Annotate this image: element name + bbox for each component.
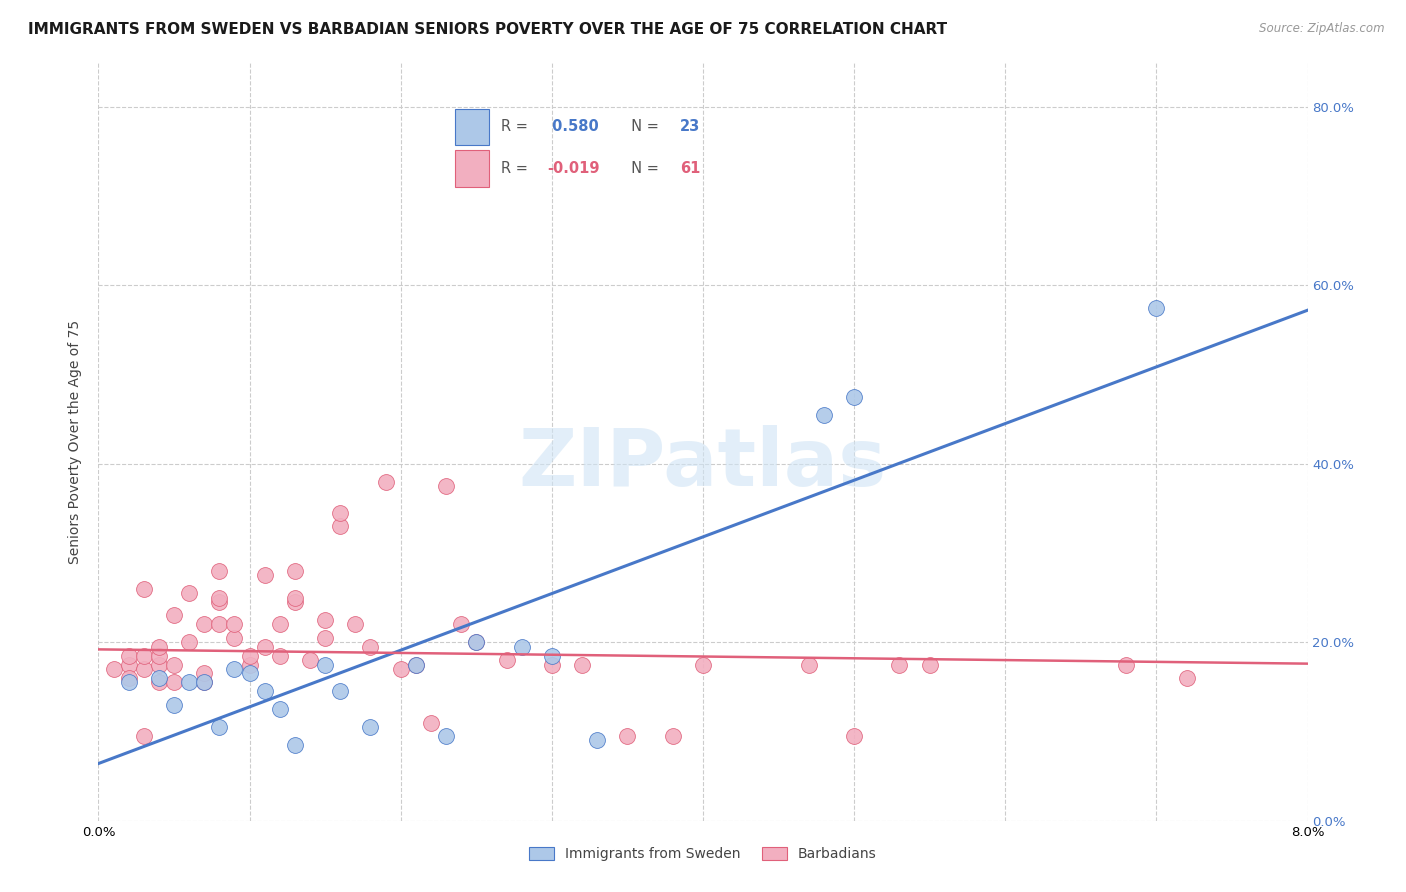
Point — [239, 666, 262, 681]
Legend: Immigrants from Sweden, Barbadians: Immigrants from Sweden, Barbadians — [524, 842, 882, 867]
Point — [132, 582, 155, 596]
Point — [918, 657, 941, 672]
Point — [118, 671, 141, 685]
Point — [103, 662, 125, 676]
Text: 0.580: 0.580 — [547, 120, 599, 135]
Point — [148, 657, 170, 672]
Point — [465, 635, 488, 649]
Point — [284, 738, 307, 752]
Point — [495, 653, 517, 667]
Point — [329, 684, 352, 698]
Text: N =: N = — [621, 120, 664, 135]
Text: Source: ZipAtlas.com: Source: ZipAtlas.com — [1260, 22, 1385, 36]
Text: IMMIGRANTS FROM SWEDEN VS BARBADIAN SENIORS POVERTY OVER THE AGE OF 75 CORRELATI: IMMIGRANTS FROM SWEDEN VS BARBADIAN SENI… — [28, 22, 948, 37]
Point — [163, 698, 186, 712]
Point — [179, 586, 201, 600]
Point — [405, 657, 427, 672]
Text: N =: N = — [621, 161, 664, 176]
Point — [148, 675, 170, 690]
Point — [616, 729, 638, 743]
Point — [284, 595, 307, 609]
Text: R =: R = — [501, 161, 533, 176]
Point — [269, 648, 291, 663]
Point — [434, 729, 457, 743]
Point — [1175, 671, 1198, 685]
Point — [193, 666, 215, 681]
Point — [813, 408, 835, 422]
Point — [314, 613, 336, 627]
Point — [224, 631, 246, 645]
FancyBboxPatch shape — [456, 109, 489, 145]
Point — [661, 729, 683, 743]
Point — [208, 564, 231, 578]
Point — [314, 631, 336, 645]
Point — [208, 617, 231, 632]
Point — [179, 635, 201, 649]
Text: 61: 61 — [681, 161, 700, 176]
Text: 23: 23 — [681, 120, 700, 135]
Point — [163, 657, 186, 672]
Point — [132, 662, 155, 676]
Point — [465, 635, 488, 649]
Point — [163, 675, 186, 690]
Point — [224, 662, 246, 676]
Point — [420, 715, 443, 730]
Point — [253, 684, 276, 698]
Point — [889, 657, 911, 672]
Point — [329, 519, 352, 533]
Text: -0.019: -0.019 — [547, 161, 599, 176]
Point — [299, 653, 322, 667]
Point — [118, 675, 141, 690]
Point — [510, 640, 533, 654]
Point — [844, 729, 866, 743]
Point — [118, 657, 141, 672]
Point — [269, 702, 291, 716]
Point — [434, 479, 457, 493]
Point — [1146, 301, 1168, 315]
Point — [193, 675, 215, 690]
Point — [540, 648, 562, 663]
Point — [193, 617, 215, 632]
Point — [179, 675, 201, 690]
Point — [148, 648, 170, 663]
Point — [208, 591, 231, 605]
Point — [193, 675, 215, 690]
Point — [148, 640, 170, 654]
Point — [132, 729, 155, 743]
Point — [314, 657, 336, 672]
Point — [118, 648, 141, 663]
Text: R =: R = — [501, 120, 533, 135]
Point — [239, 657, 262, 672]
Point — [208, 595, 231, 609]
Point — [253, 640, 276, 654]
Point — [284, 564, 307, 578]
Point — [692, 657, 714, 672]
Point — [269, 617, 291, 632]
Point — [344, 617, 367, 632]
Point — [239, 648, 262, 663]
Point — [540, 657, 562, 672]
Point — [329, 506, 352, 520]
Point — [208, 720, 231, 734]
Point — [163, 608, 186, 623]
Point — [797, 657, 820, 672]
Point — [284, 591, 307, 605]
Point — [586, 733, 609, 747]
Point — [253, 568, 276, 582]
Text: ZIPatlas: ZIPatlas — [519, 425, 887, 503]
FancyBboxPatch shape — [456, 151, 489, 186]
Point — [224, 617, 246, 632]
Point — [844, 390, 866, 404]
Y-axis label: Seniors Poverty Over the Age of 75: Seniors Poverty Over the Age of 75 — [69, 319, 83, 564]
Point — [1115, 657, 1137, 672]
Point — [360, 640, 382, 654]
Point — [450, 617, 472, 632]
Point — [389, 662, 412, 676]
Point — [571, 657, 593, 672]
Point — [360, 720, 382, 734]
Point — [374, 475, 396, 489]
Point — [405, 657, 427, 672]
Point — [132, 648, 155, 663]
Point — [148, 671, 170, 685]
